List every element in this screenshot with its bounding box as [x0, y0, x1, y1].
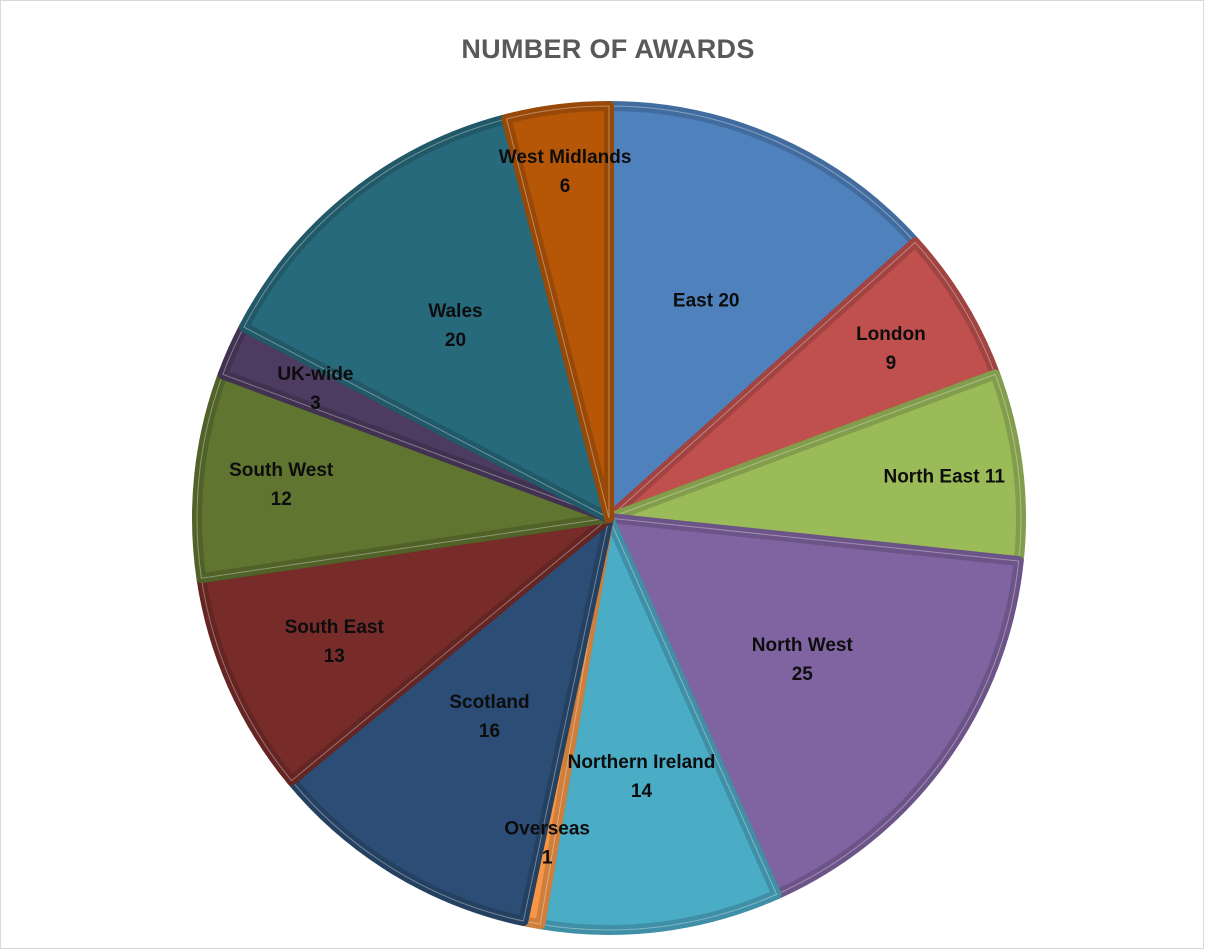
data-label-line: Overseas [504, 818, 590, 839]
data-label-west-midlands: West Midlands 6 [499, 147, 632, 197]
data-label-line: 25 [792, 664, 814, 685]
data-label-line: South West [229, 460, 334, 481]
data-label-line: Wales [428, 301, 482, 322]
chart-title: NUMBER OF AWARDS [461, 34, 755, 64]
data-label-northern-ireland: Northern Ireland 14 [568, 752, 716, 802]
pie-slice-edge-south-east [200, 517, 611, 782]
pie-slice-north-east [604, 369, 1026, 567]
pie-slice-edge-north-east [608, 373, 1022, 562]
pie-slice-south-east [196, 513, 614, 786]
pie-slice-edge-west-midlands [505, 105, 610, 519]
data-label-line: 3 [310, 393, 321, 414]
pie-slice-west-midlands [501, 101, 614, 523]
data-label-line: 12 [271, 489, 292, 510]
data-label-uk-wide: UK-wide 3 [277, 364, 353, 414]
data-label-wales: Wales 20 [428, 301, 482, 351]
data-label-line: 1 [542, 847, 553, 868]
pie-slices [192, 101, 1026, 935]
data-label-line: UK-wide [277, 364, 353, 385]
data-label-scotland: Scotland 16 [449, 692, 529, 742]
data-label-line: West Midlands [499, 147, 632, 168]
data-label-line: East 20 [673, 291, 740, 312]
data-label-line: 14 [631, 781, 653, 802]
pie-slice-edge-north-west [608, 517, 1020, 896]
pie-slice-london [604, 237, 1001, 523]
data-label-east: East 20 [673, 291, 740, 312]
data-label-north-east: North East 11 [883, 467, 1005, 488]
data-label-south-east: South East 13 [285, 617, 385, 667]
pie-slice-edge-east [608, 105, 916, 520]
data-label-line: 16 [479, 721, 500, 742]
pie-slice-south-west [192, 369, 614, 584]
pie-slice-north-west [604, 513, 1024, 900]
data-label-line: Scotland [449, 692, 529, 713]
pie-slice-northern-ireland [535, 513, 782, 935]
data-label-line: 13 [324, 646, 345, 667]
data-label-line: 20 [445, 330, 466, 351]
data-label-south-west: South West 12 [229, 460, 334, 510]
data-label-line: 9 [886, 353, 897, 374]
pie-slice-edge-south-west [196, 373, 610, 579]
data-label-line: 6 [560, 176, 571, 197]
data-label-line: South East [285, 617, 385, 638]
data-label-line: North East 11 [883, 467, 1005, 488]
data-label-north-west: North West 25 [752, 635, 854, 685]
data-label-overseas: Overseas 1 [504, 818, 590, 868]
data-label-line: London [856, 324, 926, 345]
pie-slice-edge-scotland [290, 516, 610, 922]
data-label-london: London 9 [856, 324, 926, 374]
data-label-line: North West [752, 635, 854, 656]
pie-slice-edge-wales [243, 118, 610, 519]
data-label-line: Northern Ireland [568, 752, 716, 773]
pie-slice-wales [238, 113, 614, 523]
pie-slice-scotland [286, 513, 614, 926]
pie-slice-edge-northern-ireland [539, 516, 778, 931]
pie-slice-edge-london [608, 241, 996, 519]
pie-slice-east [604, 101, 921, 523]
